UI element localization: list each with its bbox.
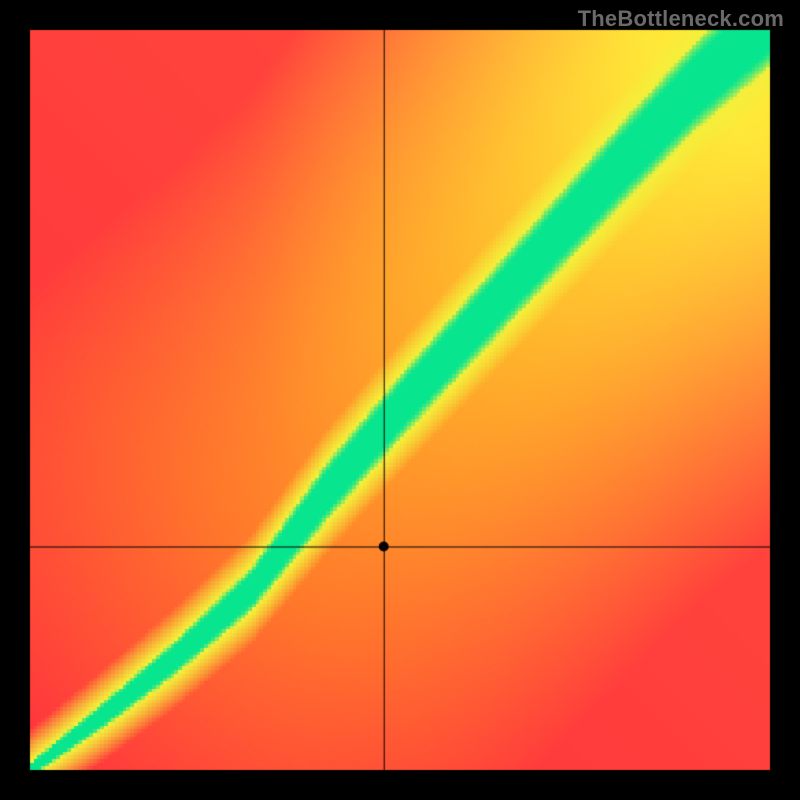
chart-container: TheBottleneck.com bbox=[0, 0, 800, 800]
bottleneck-heatmap-canvas bbox=[0, 0, 800, 800]
watermark-text: TheBottleneck.com bbox=[578, 6, 784, 32]
